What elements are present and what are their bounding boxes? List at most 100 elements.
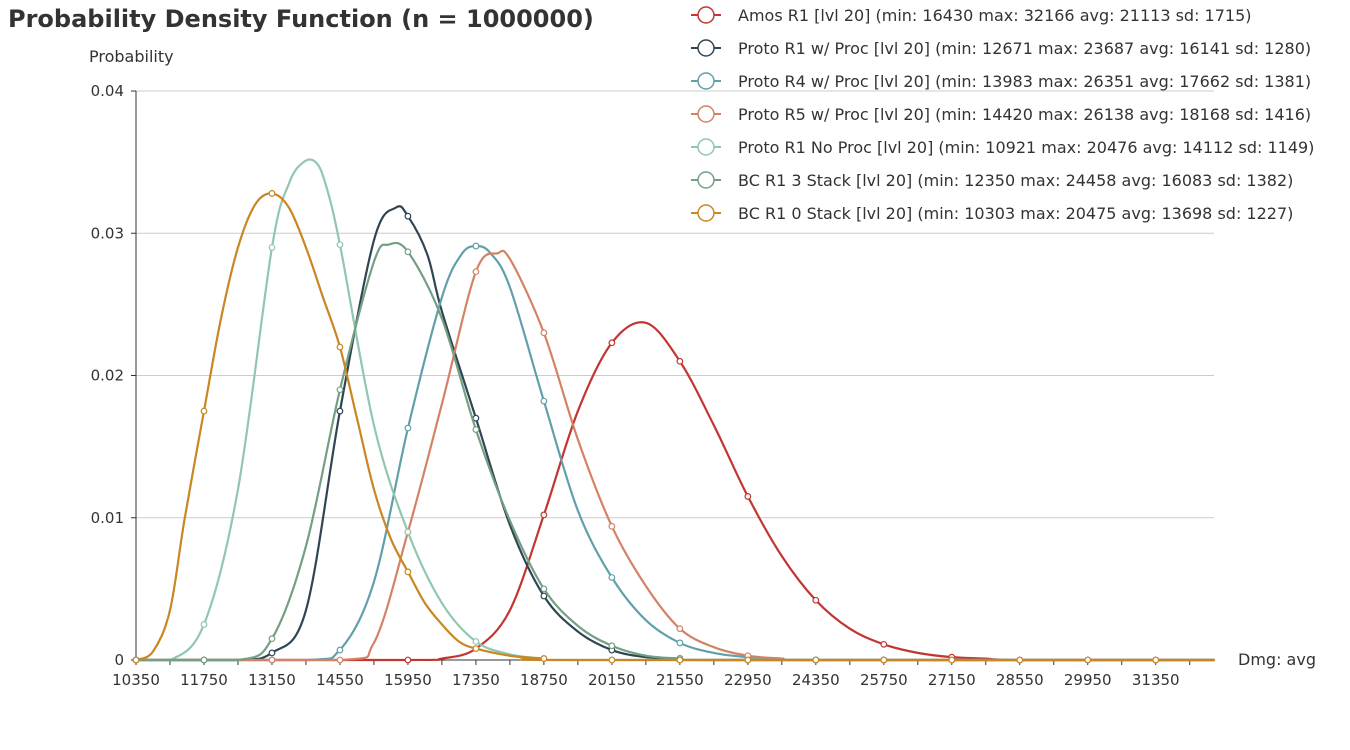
data-point [404,248,412,256]
data-point [1152,656,1160,664]
y-tick-label: 0.03 [91,224,124,242]
data-point [540,592,548,600]
data-point [744,656,752,664]
data-point [1016,656,1024,664]
data-point [676,656,684,664]
legend-marker-icon [697,72,715,90]
grid [136,90,1214,519]
y-tick-label: 0.04 [91,82,124,100]
data-point [132,656,140,664]
series-3 [132,242,1216,664]
data-point [744,493,752,500]
legend-marker-icon [697,39,715,57]
x-tick-label: 31350 [1132,671,1180,689]
x-tick-label: 15950 [384,671,432,689]
x-tick-label: 29950 [1064,671,1112,689]
chart-title: Probability Density Function (n = 100000… [8,5,594,33]
legend-label: Proto R1 w/ Proc [lvl 20] (min: 12671 ma… [738,39,1311,58]
data-point [880,656,888,664]
data-point [200,621,208,628]
x-axis-label: Dmg: avg [1238,650,1316,669]
data-point [540,397,548,405]
data-point [404,656,412,664]
x-tick-label: 21550 [656,671,704,689]
series-2 [132,205,1216,664]
legend-label: Proto R5 w/ Proc [lvl 20] (min: 14420 ma… [738,105,1311,124]
series-line [134,192,1216,662]
data-point [268,656,276,664]
data-point [268,190,276,197]
legend-label: Proto R1 No Proc [lvl 20] (min: 10921 ma… [738,138,1314,157]
legend-marker-icon [697,138,715,156]
legend-item-5[interactable]: Proto R1 No Proc [lvl 20] (min: 10921 ma… [691,138,1314,157]
data-point [472,645,480,653]
data-point [404,424,412,432]
series [132,158,1216,664]
series-6 [132,241,1216,664]
data-point [608,656,616,664]
legend-item-2[interactable]: Proto R1 w/ Proc [lvl 20] (min: 12671 ma… [691,39,1311,58]
data-point [336,646,344,654]
legend-item-3[interactable]: Proto R4 w/ Proc [lvl 20] (min: 13983 ma… [691,72,1311,91]
x-tick-label: 27150 [928,671,976,689]
legend-marker-icon [697,6,715,24]
y-axis-label: Probability [89,47,174,66]
legend-marker-icon [697,204,715,222]
data-point [540,329,548,337]
legend-label: Amos R1 [lvl 20] (min: 16430 max: 32166 … [738,6,1252,25]
data-point [540,585,548,593]
data-point [268,244,276,251]
data-point [676,625,684,633]
data-point [404,212,412,220]
data-point [200,656,208,664]
data-point [472,242,480,250]
data-point [812,596,820,604]
y-tick-label: 0 [114,651,124,669]
y-tick-label: 0.02 [91,367,124,385]
series-1 [132,321,1216,664]
data-point [404,528,412,536]
series-line [134,321,1216,662]
data-point [200,407,208,415]
x-tick-label: 18750 [520,671,568,689]
data-point [676,639,684,647]
x-tick-label: 13150 [248,671,296,689]
series-7 [132,190,1216,664]
series-line [134,244,1216,662]
x-tick-label: 20150 [588,671,636,689]
x-tick-label: 22950 [724,671,772,689]
y-tick-label: 0.01 [91,509,124,527]
x-tick-label: 17350 [452,671,500,689]
data-point [336,407,344,415]
legend-item-4[interactable]: Proto R5 w/ Proc [lvl 20] (min: 14420 ma… [691,105,1311,124]
legend-item-7[interactable]: BC R1 0 Stack [lvl 20] (min: 10303 max: … [691,204,1293,223]
data-point [336,343,344,351]
legend-item-6[interactable]: BC R1 3 Stack [lvl 20] (min: 12350 max: … [691,171,1293,190]
data-point [608,522,616,530]
data-point [268,649,276,657]
data-point [268,635,276,643]
data-point [336,656,344,664]
legend-item-1[interactable]: Amos R1 [lvl 20] (min: 16430 max: 32166 … [691,6,1252,25]
legend-label: BC R1 3 Stack [lvl 20] (min: 12350 max: … [738,171,1293,190]
legend-marker-icon [697,105,715,123]
data-point [812,656,820,664]
series-line [134,158,1216,662]
data-point [676,357,684,365]
series-4 [132,249,1216,664]
data-point [608,642,616,650]
legend-label: Proto R4 w/ Proc [lvl 20] (min: 13983 ma… [738,72,1311,91]
legend[interactable]: Amos R1 [lvl 20] (min: 16430 max: 32166 … [691,6,1314,223]
data-point [336,386,344,394]
legend-marker-icon [697,171,715,189]
data-point [404,568,412,576]
x-tick-label: 24350 [792,671,840,689]
series-line [134,249,1216,662]
legend-label: BC R1 0 Stack [lvl 20] (min: 10303 max: … [738,204,1293,223]
data-point [880,640,888,648]
series-5 [132,158,1216,664]
x-tick-label: 25750 [860,671,908,689]
data-point [1084,656,1092,664]
x-tick-label: 10350 [112,671,160,689]
